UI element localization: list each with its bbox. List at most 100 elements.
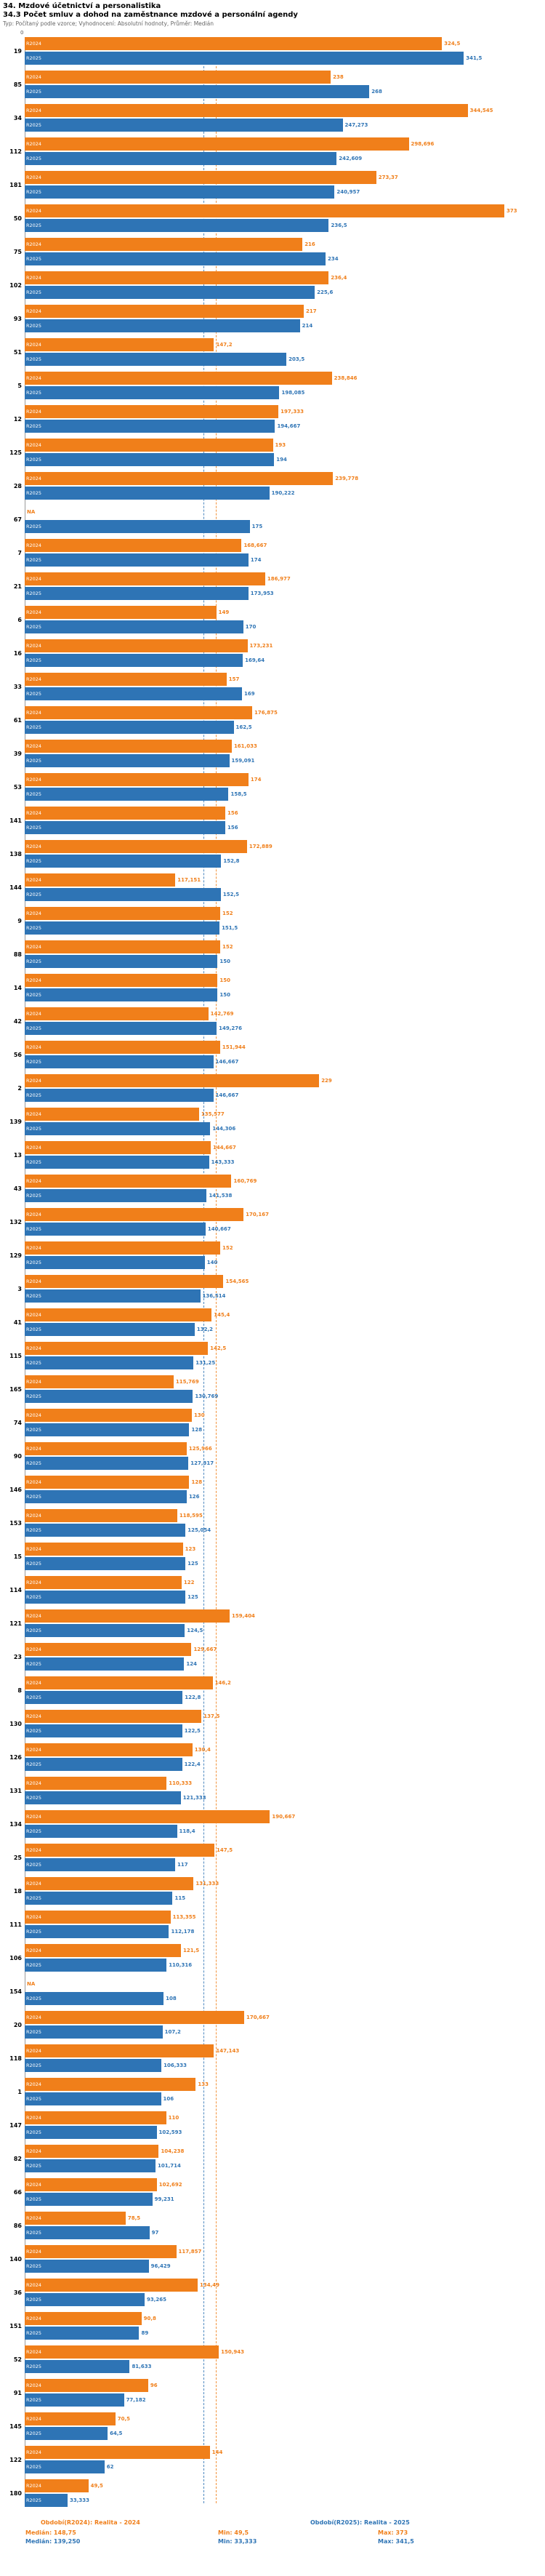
- bar-r2025: R2025: [25, 1089, 214, 1102]
- value-label: 168,667: [243, 543, 267, 548]
- median-line-r2024: [216, 37, 217, 2503]
- bar-r2025: R2025: [25, 2226, 150, 2239]
- bar-pair: R2024 190,667 R2025 118,4: [25, 1810, 545, 1839]
- bar-pair: R2024 113,355 R2025 112,178: [25, 1911, 545, 1939]
- value-label: 90,8: [143, 2316, 156, 2321]
- bar-r2024: R2024: [25, 1743, 193, 1756]
- value-label: 159,404: [232, 1613, 255, 1619]
- bar-row-r2025: R2025 77,182: [25, 2393, 545, 2407]
- bar-r2024: R2024: [25, 338, 214, 351]
- row-label: 50: [13, 215, 22, 222]
- row-label: 139: [9, 1119, 22, 1125]
- value-label: 154,565: [225, 1279, 249, 1284]
- bar-group: 129 R2024 152 R2025 140: [0, 1241, 545, 1270]
- bar-row-r2025: R2025 194: [25, 453, 545, 467]
- bar-r2025: R2025: [25, 1289, 201, 1303]
- series-label: R2025: [26, 1628, 42, 1633]
- legend-r2025-stats: Medián: 139,250 Min: 33,333 Max: 341,5: [3, 2538, 545, 2545]
- series-label: R2025: [26, 1862, 42, 1868]
- series-label: R2024: [26, 1279, 42, 1284]
- bar-r2025: R2025: [25, 520, 250, 533]
- series-label: R2024: [26, 1680, 42, 1686]
- bar-group: 21 R2024 186,977 R2025 173,953: [0, 572, 545, 601]
- value-label: 81,633: [132, 2364, 152, 2369]
- bar-row-r2025: R2025 144,306: [25, 1122, 545, 1136]
- bar-r2025: R2025: [25, 1657, 185, 1671]
- row-label: 131: [9, 1788, 22, 1794]
- row-label: 154: [9, 1988, 22, 1995]
- series-label: R2025: [26, 256, 42, 262]
- row-label: 25: [13, 1855, 22, 1861]
- value-label: 133: [198, 2081, 209, 2087]
- bar-row-r2024: R2024 170,167: [25, 1208, 545, 1222]
- bar-group: 145 R2024 70,5 R2025 64,5: [0, 2412, 545, 2441]
- bar-r2024: R2024: [25, 2078, 196, 2091]
- bar-group: 56 R2024 151,944 R2025 146,667: [0, 1041, 545, 1069]
- bar-pair: R2024 115,769 R2025 130,769: [25, 1375, 545, 1404]
- bar-row-r2025: R2025 33,333: [25, 2494, 545, 2508]
- value-label: 197,333: [280, 409, 304, 415]
- bar-group: 122 R2024 144 R2025 62: [0, 2446, 545, 2474]
- bar-row-r2025: R2025 198,085: [25, 386, 545, 400]
- bar-r2024: R2024: [25, 1141, 211, 1154]
- bar-row-r2024: R2024 239,778: [25, 472, 545, 486]
- row-label: 181: [9, 182, 22, 188]
- value-label: 102,692: [158, 2182, 182, 2188]
- bar-row-r2025: R2025 115: [25, 1892, 545, 1905]
- bar-group: 36 R2024 134,49 R2025 93,265: [0, 2279, 545, 2307]
- bar-group: 181 R2024 273,37 R2025 240,957: [0, 171, 545, 199]
- bar-row-r2024: R2024 186,977: [25, 572, 545, 586]
- row-label: 74: [13, 1420, 22, 1426]
- bar-row-r2025: R2025 152,8: [25, 855, 545, 868]
- bar-pair: R2024 152 R2025 140: [25, 1241, 545, 1270]
- bar-pair: R2024 121,5 R2025 110,316: [25, 1944, 545, 1972]
- row-label: 134: [9, 1821, 22, 1828]
- bar-row-r2024: NA: [25, 505, 545, 519]
- row-label: 125: [9, 449, 22, 456]
- series-label: R2025: [26, 1594, 42, 1600]
- row-label: 153: [9, 1520, 22, 1527]
- bar-r2025: R2025: [25, 487, 270, 500]
- bar-r2025: R2025: [25, 420, 275, 433]
- value-label: 236,5: [331, 223, 347, 228]
- bar-r2025: R2025: [25, 152, 337, 165]
- bar-pair: R2024 152 R2025 150: [25, 940, 545, 969]
- bar-row-r2025: R2025 96,429: [25, 2260, 545, 2273]
- row-label: 91: [13, 2390, 22, 2396]
- bar-group: 91 R2024 96 R2025 77,182: [0, 2379, 545, 2407]
- value-label: 214: [302, 323, 313, 329]
- series-label: R2025: [26, 189, 42, 195]
- missing-value-label: NA: [27, 509, 36, 515]
- bar-pair: R2024 110 R2025 102,593: [25, 2111, 545, 2140]
- value-label: 107,2: [164, 2029, 181, 2035]
- value-label: 194: [276, 457, 287, 463]
- series-label: R2024: [26, 543, 42, 548]
- series-label: R2025: [26, 1795, 42, 1801]
- bar-pair: R2024 156 R2025 156: [25, 807, 545, 835]
- report-title: 34. Mzdové účetnictví a personalistika: [3, 2, 161, 10]
- bar-r2024: R2024: [25, 1609, 230, 1623]
- bar-r2024: R2024: [25, 1175, 232, 1188]
- chart-title: 34.3 Počet smluv a dohod na zaměstnance …: [3, 11, 298, 19]
- legend-r2024-min: Min: 49,5: [218, 2529, 249, 2536]
- bar-pair: R2024 142,5 R2025 131,25: [25, 1342, 545, 1370]
- bar-pair: R2024 131,333 R2025 115: [25, 1877, 545, 1905]
- bar-row-r2025: R2025 159,091: [25, 754, 545, 768]
- value-label: 151,944: [222, 1044, 246, 1050]
- value-label: 152: [222, 944, 233, 950]
- bar-row-r2025: R2025 150: [25, 955, 545, 969]
- bar-r2024: R2024: [25, 2011, 244, 2024]
- series-label: R2024: [26, 1011, 42, 1017]
- bar-row-r2025: R2025 146,667: [25, 1055, 545, 1069]
- bar-r2024: R2024: [25, 1375, 174, 1388]
- series-label: R2025: [26, 1728, 42, 1734]
- series-label: R2024: [26, 2316, 42, 2321]
- bar-row-r2024: R2024 229: [25, 1074, 545, 1088]
- row-label: 180: [9, 2490, 22, 2497]
- bar-group: 16 R2024 173,231 R2025 169,64: [0, 639, 545, 668]
- value-label: 118,595: [179, 1513, 203, 1519]
- series-label: R2025: [26, 55, 42, 61]
- bar-group: 42 R2024 142,769 R2025 149,276: [0, 1007, 545, 1036]
- legend-r2025-min: Min: 33,333: [218, 2538, 257, 2545]
- series-label: R2024: [26, 1948, 42, 1953]
